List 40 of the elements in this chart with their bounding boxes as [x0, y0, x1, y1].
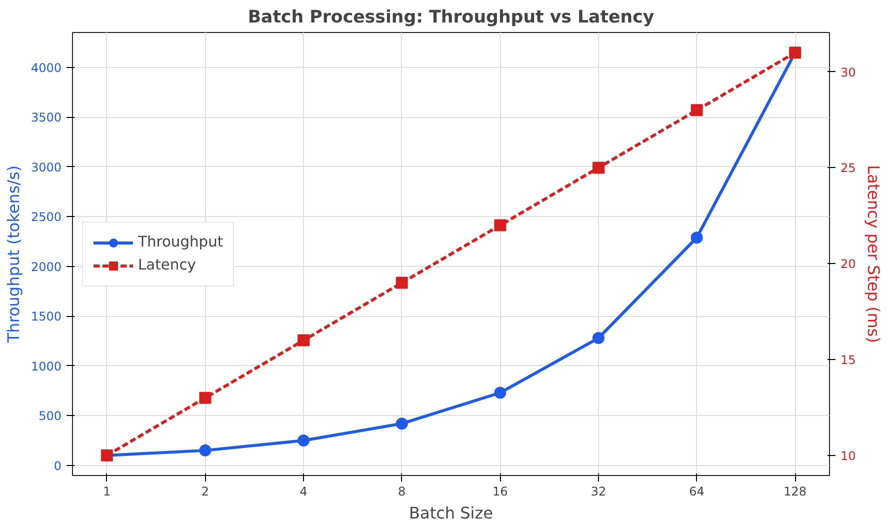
y-tick-label: 2000 [30, 260, 62, 274]
point [396, 276, 408, 289]
y-tick-label: 1500 [30, 310, 62, 324]
point [592, 332, 604, 344]
chart-title: Batch Processing: Throughput vs Latency [248, 8, 654, 28]
y2-tick-label: 30 [840, 65, 856, 80]
y-tick-label: 500 [38, 409, 62, 424]
point [690, 104, 703, 116]
y-tick-label: 4000 [30, 61, 62, 76]
y-tick-label: 0 [54, 458, 62, 473]
y-tick-label: 3500 [30, 110, 62, 125]
point [298, 434, 310, 446]
point [592, 162, 604, 174]
x-tick-label: 32 [590, 484, 606, 498]
y2-tick-label: 20 [840, 257, 856, 272]
point [690, 232, 703, 244]
x-axis-title: Batch Size [409, 504, 493, 522]
legend-label: Throughput [138, 234, 224, 250]
y-tick-label: 1000 [30, 359, 62, 374]
y2-tick-label: 10 [840, 448, 856, 463]
y-tick-label: 2500 [30, 210, 62, 224]
point [396, 418, 408, 430]
x-tick-label: 2 [201, 484, 210, 498]
x-tick-label: 64 [689, 484, 704, 498]
y-axis-title: Throughput (tokens/s) [4, 165, 23, 344]
x-tick-label: 1 [103, 484, 111, 498]
point [199, 392, 212, 404]
point [494, 219, 506, 232]
x-tick-label: 8 [398, 484, 406, 498]
point [494, 386, 506, 399]
x-tick-label: 16 [492, 484, 508, 498]
point [199, 444, 212, 456]
y2-tick-label: 25 [840, 161, 856, 176]
x-tick-label: 4 [300, 484, 308, 498]
legend-label: Latency [138, 256, 196, 274]
x-tick-label: 128 [784, 484, 807, 498]
y2-tick-label: 15 [840, 352, 856, 367]
point [298, 334, 310, 346]
y-tick-label: 3000 [30, 160, 62, 174]
y2-axis-title: Latency per Step (ms) [864, 165, 883, 343]
